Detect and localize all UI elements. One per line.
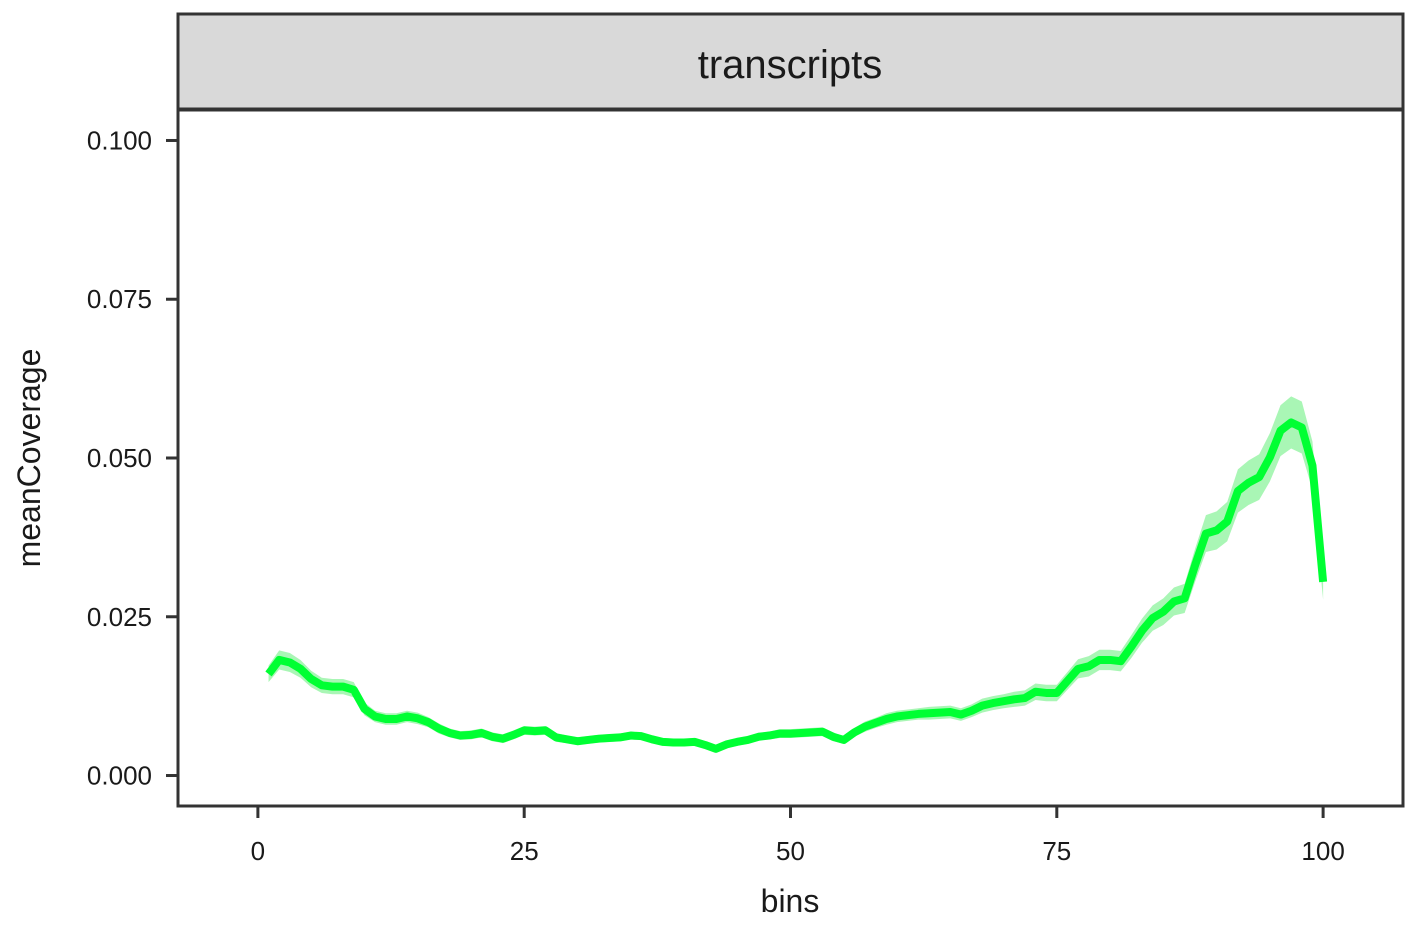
y-axis-title: meanCoverage — [11, 349, 47, 568]
y-tick-label: 0.100 — [87, 125, 152, 155]
x-tick-label: 0 — [251, 836, 265, 866]
y-tick-label: 0.000 — [87, 761, 152, 791]
y-axis: 0.000 0.025 0.050 0.075 0.100 — [87, 125, 178, 791]
x-tick-label: 100 — [1301, 836, 1344, 866]
y-tick-label: 0.050 — [87, 443, 152, 473]
plot-area — [265, 396, 1328, 753]
x-tick-label: 50 — [776, 836, 805, 866]
y-tick-label: 0.075 — [87, 284, 152, 314]
x-tick-label: 25 — [510, 836, 539, 866]
confidence-band — [268, 396, 1324, 753]
x-tick-label: 75 — [1042, 836, 1071, 866]
strip-background — [176, 12, 1405, 111]
x-axis: 0 25 50 75 100 — [251, 806, 1345, 866]
y-tick-label: 0.025 — [87, 602, 152, 632]
facet-strip-label: transcripts — [698, 43, 883, 87]
x-axis-title: bins — [761, 883, 820, 919]
mean-coverage-line — [265, 418, 1328, 753]
